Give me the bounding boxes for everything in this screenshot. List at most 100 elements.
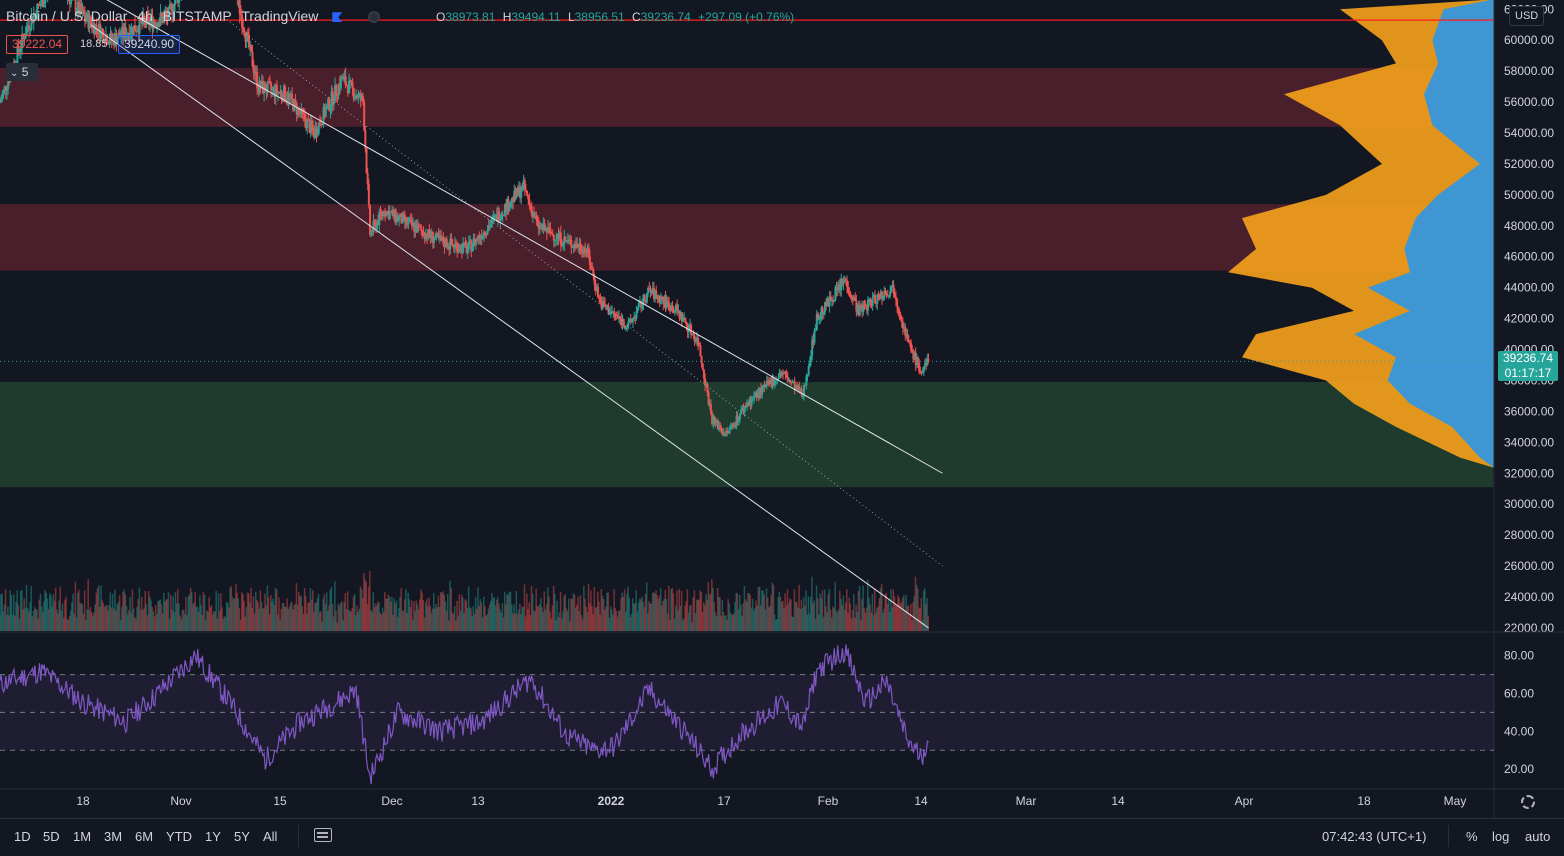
- volume-bar: [420, 589, 422, 631]
- candle-body: [303, 113, 306, 121]
- volume-bar: [502, 617, 505, 631]
- symbol-title[interactable]: Bitcoin / U.S. Dollar: [6, 8, 128, 24]
- volume-bar: [708, 594, 711, 631]
- candle-body: [742, 408, 745, 413]
- volume-bar: [97, 585, 100, 631]
- candle-body: [766, 381, 769, 384]
- percent-toggle[interactable]: %: [1466, 829, 1478, 844]
- candle-body: [498, 211, 501, 221]
- volume-bar: [221, 607, 223, 631]
- candle-body: [286, 99, 289, 101]
- flag-icon[interactable]: [332, 12, 343, 23]
- range-button-6m[interactable]: 6M: [135, 829, 154, 844]
- volume-bar: [833, 608, 835, 631]
- candle-body: [419, 226, 422, 228]
- volume-bar: [22, 609, 24, 631]
- volume-bar: [597, 591, 599, 631]
- volume-bar: [631, 598, 634, 631]
- candle-body: [409, 219, 412, 221]
- candle-body: [331, 91, 334, 105]
- volume-bar: [666, 613, 669, 631]
- candle-body: [79, 4, 82, 15]
- candle-body: [275, 85, 278, 94]
- volume-bar: [359, 586, 362, 631]
- volume-bar: [253, 613, 256, 631]
- volume-bar: [441, 592, 443, 631]
- volume-bar: [751, 598, 754, 631]
- volume-bar: [728, 603, 731, 631]
- sell-price-box[interactable]: 39222.04: [6, 35, 69, 54]
- candle-body: [879, 291, 882, 299]
- volume-bar: [742, 603, 745, 631]
- volume-bar: [905, 594, 907, 631]
- candle-body: [129, 34, 132, 39]
- range-button-ytd[interactable]: YTD: [166, 829, 192, 844]
- auto-toggle[interactable]: auto: [1525, 829, 1551, 844]
- range-button-1y[interactable]: 1Y: [205, 829, 221, 844]
- candle-body: [353, 96, 356, 99]
- candle-body: [714, 421, 717, 423]
- volume-bar: [187, 596, 189, 631]
- candle-body: [708, 403, 711, 405]
- candle-body: [375, 221, 378, 230]
- volume-bar: [800, 599, 803, 631]
- candle-body: [291, 93, 294, 100]
- candle-body: [664, 296, 667, 308]
- volume-bar: [872, 615, 875, 631]
- candle-body: [37, 4, 40, 6]
- candle-body: [693, 335, 696, 342]
- candle-body: [400, 213, 403, 224]
- candle-body: [85, 19, 88, 21]
- candle-body: [899, 314, 902, 321]
- candle-body: [835, 287, 838, 291]
- candle-body: [358, 93, 361, 95]
- clock-display[interactable]: 07:42:43 (UTC+1): [1322, 829, 1427, 844]
- range-button-3m[interactable]: 3M: [104, 829, 123, 844]
- range-button-1d[interactable]: 1D: [14, 829, 31, 844]
- volume-bar: [484, 606, 486, 631]
- volume-bar: [663, 598, 665, 631]
- buy-price-box[interactable]: 39240.90: [118, 35, 181, 54]
- candle-body: [832, 299, 835, 302]
- gear-icon[interactable]: [1521, 795, 1535, 809]
- candle-body: [762, 384, 765, 387]
- candle-body: [885, 293, 888, 296]
- volume-bar: [272, 598, 274, 631]
- range-button-1m[interactable]: 1M: [73, 829, 92, 844]
- candle-body: [609, 311, 612, 314]
- volume-bar: [878, 598, 881, 631]
- volume-bar: [110, 607, 113, 631]
- candle-body: [720, 428, 723, 433]
- volume-bar: [595, 606, 598, 631]
- candle-body: [911, 350, 914, 353]
- candle-body: [768, 383, 771, 385]
- candle-body: [4, 86, 7, 92]
- collapse-indicators-button[interactable]: ⌄ 5: [6, 63, 38, 81]
- interval-label[interactable]: 4h: [137, 8, 153, 24]
- candle-body: [386, 211, 389, 213]
- candle-body: [920, 372, 923, 374]
- candle-body: [891, 284, 894, 287]
- range-button-5d[interactable]: 5D: [43, 829, 60, 844]
- candle-body: [170, 4, 173, 6]
- volume-bar: [435, 604, 437, 631]
- volume-bar: [373, 606, 376, 631]
- volume-bar: [80, 603, 82, 631]
- range-button-all[interactable]: All: [263, 829, 278, 844]
- market-status-icon[interactable]: [368, 11, 381, 24]
- calendar-icon[interactable]: [314, 828, 332, 842]
- volume-bar: [813, 600, 815, 631]
- candle-body: [395, 215, 398, 222]
- volume-bar: [182, 609, 185, 631]
- range-button-5y[interactable]: 5Y: [234, 829, 250, 844]
- candle-body: [842, 280, 845, 284]
- volume-bar: [691, 622, 693, 631]
- volume-bar: [892, 589, 895, 631]
- candle-body: [716, 420, 719, 430]
- price-tick-label: 50000.00: [1504, 188, 1554, 202]
- log-toggle[interactable]: log: [1492, 829, 1510, 844]
- currency-selector[interactable]: USD: [1509, 6, 1545, 26]
- volume-bar: [856, 612, 859, 631]
- candle-body: [387, 211, 390, 219]
